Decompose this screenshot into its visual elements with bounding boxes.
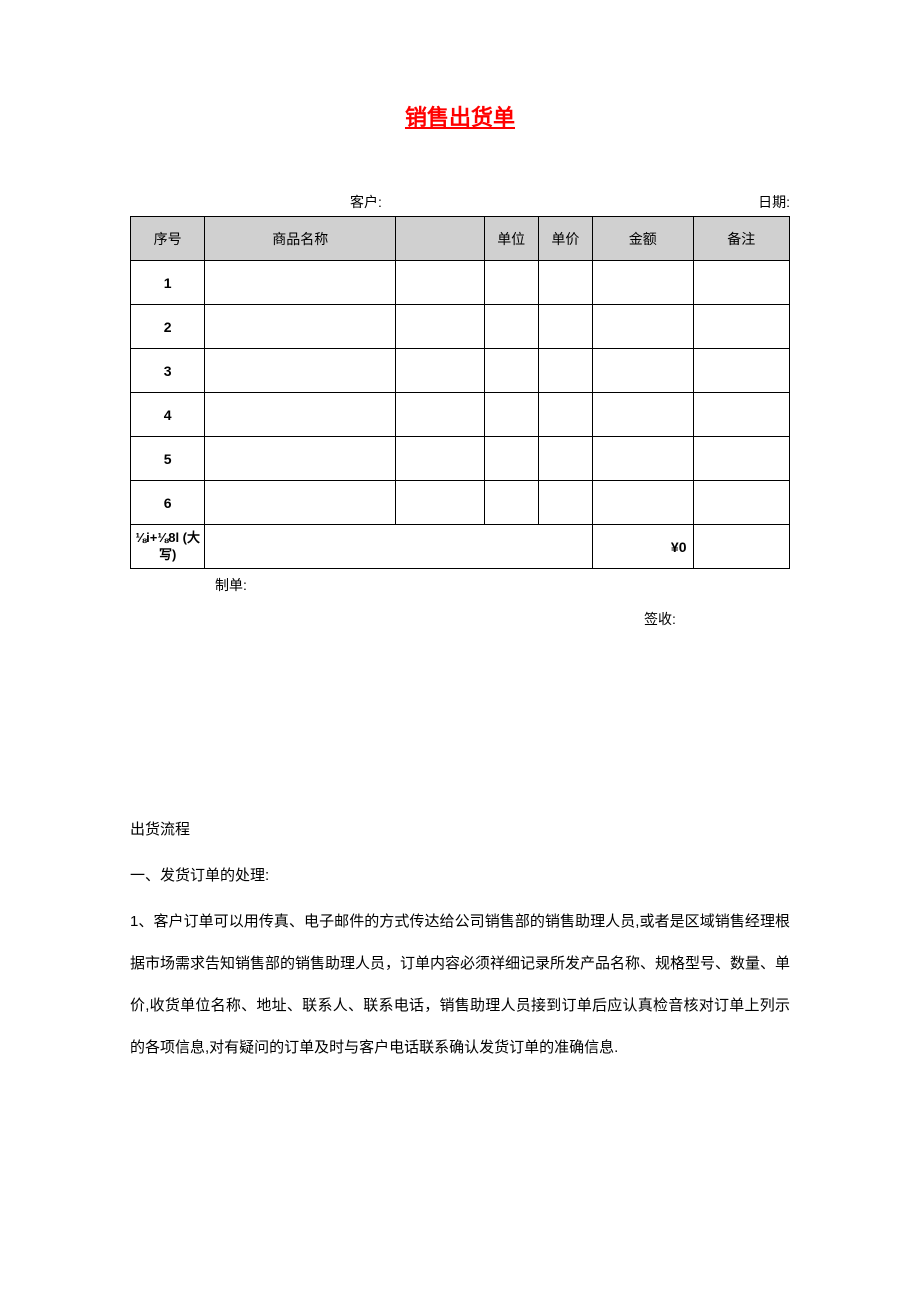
- cell: [396, 393, 484, 437]
- header-unit: 单位: [484, 217, 538, 261]
- process-section: 出货流程 一、发货订单的处理: 1、客户订单可以用传真、电子邮件的方式传达给公司…: [130, 809, 790, 1069]
- row-num: 1: [131, 261, 205, 305]
- cell: [538, 349, 592, 393]
- cell: [484, 305, 538, 349]
- cell: [484, 393, 538, 437]
- total-span: [205, 525, 593, 569]
- header-name: 商品名称: [205, 217, 396, 261]
- cell: [693, 481, 790, 525]
- cell: [538, 393, 592, 437]
- cell: [396, 305, 484, 349]
- cell: [693, 525, 790, 569]
- maker-row: 制单:: [130, 575, 790, 595]
- header-note: 备注: [693, 217, 790, 261]
- cell: [484, 481, 538, 525]
- cell: [538, 481, 592, 525]
- total-amount: ¥0: [593, 525, 693, 569]
- date-label: 日期:: [758, 192, 790, 212]
- cell: [693, 261, 790, 305]
- maker-label: 制单:: [215, 575, 247, 595]
- cell: [205, 437, 396, 481]
- cell: [396, 261, 484, 305]
- meta-row: 客户: 日期:: [130, 192, 790, 212]
- cell: [593, 393, 693, 437]
- total-row: ⅛i+⅛8l (大写) ¥0: [131, 525, 790, 569]
- cell: [538, 437, 592, 481]
- signer-label: 签收:: [644, 609, 676, 629]
- process-item-1: 1、客户订单可以用传真、电子邮件的方式传达给公司销售部的销售助理人员,或者是区域…: [130, 901, 790, 1069]
- process-title: 出货流程: [130, 809, 790, 851]
- table-row: 4: [131, 393, 790, 437]
- cell: [538, 305, 592, 349]
- cell: [484, 349, 538, 393]
- row-num: 6: [131, 481, 205, 525]
- cell: [205, 261, 396, 305]
- process-section-1: 一、发货订单的处理:: [130, 855, 790, 897]
- cell: [693, 393, 790, 437]
- cell: [593, 437, 693, 481]
- header-amount: 金额: [593, 217, 693, 261]
- table-row: 5: [131, 437, 790, 481]
- cell: [484, 261, 538, 305]
- cell: [593, 305, 693, 349]
- sales-table: 序号 商品名称 单位 单价 金额 备注 1 2 3: [130, 216, 790, 569]
- table-row: 2: [131, 305, 790, 349]
- document-title: 销售出货单: [130, 100, 790, 132]
- row-num: 4: [131, 393, 205, 437]
- cell: [693, 305, 790, 349]
- cell: [693, 437, 790, 481]
- cell: [538, 261, 592, 305]
- cell: [205, 481, 396, 525]
- cell: [484, 437, 538, 481]
- cell: [593, 481, 693, 525]
- cell: [593, 349, 693, 393]
- cell: [693, 349, 790, 393]
- row-num: 5: [131, 437, 205, 481]
- header-price: 单价: [538, 217, 592, 261]
- cell: [396, 437, 484, 481]
- cell: [593, 261, 693, 305]
- table-row: 6: [131, 481, 790, 525]
- header-blank: [396, 217, 484, 261]
- cell: [396, 481, 484, 525]
- cell: [205, 349, 396, 393]
- row-num: 2: [131, 305, 205, 349]
- cell: [205, 393, 396, 437]
- total-label: ⅛i+⅛8l (大写): [131, 525, 205, 569]
- table-row: 3: [131, 349, 790, 393]
- row-num: 3: [131, 349, 205, 393]
- customer-label: 客户:: [350, 192, 382, 212]
- cell: [396, 349, 484, 393]
- header-row: 序号 商品名称 单位 单价 金额 备注: [131, 217, 790, 261]
- header-seq: 序号: [131, 217, 205, 261]
- cell: [205, 305, 396, 349]
- table-row: 1: [131, 261, 790, 305]
- signer-row: 签收:: [130, 609, 790, 629]
